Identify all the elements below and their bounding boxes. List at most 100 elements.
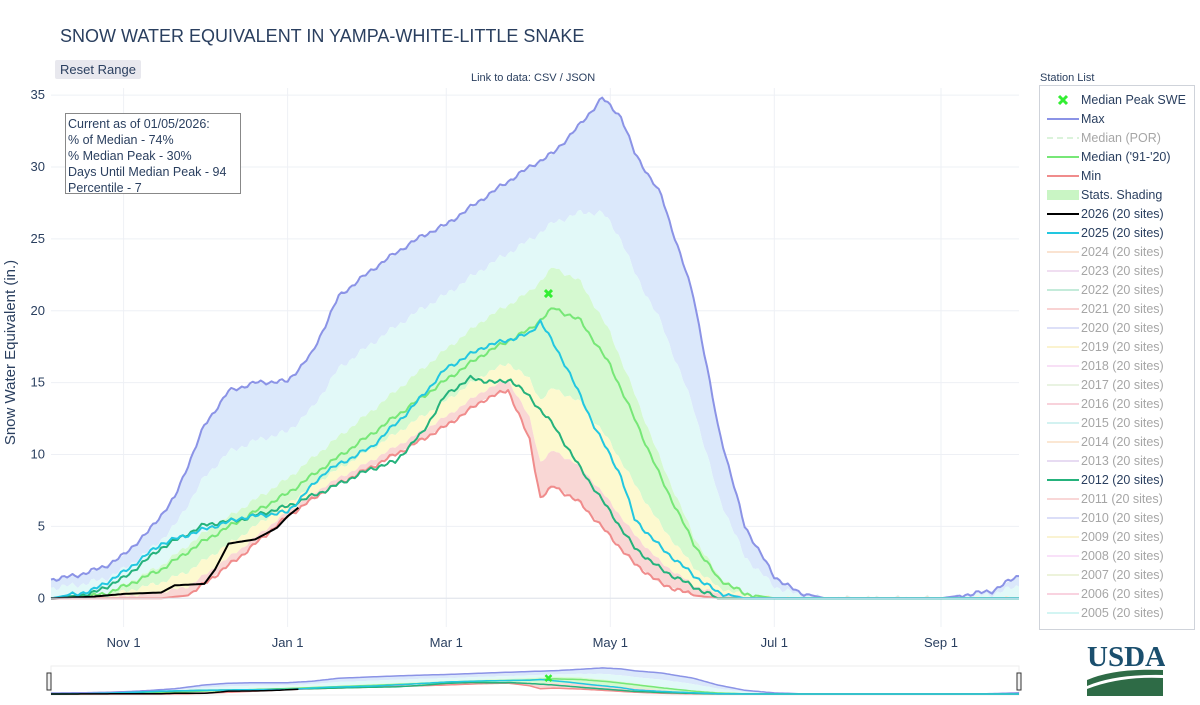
legend-swatch — [1047, 384, 1079, 386]
legend-item[interactable]: 2005 (20 sites) — [1040, 604, 1194, 623]
legend-item[interactable]: 2018 (20 sites) — [1040, 357, 1194, 376]
y-tick-label: 20 — [31, 303, 45, 318]
legend-item[interactable]: Max — [1040, 110, 1194, 129]
legend-swatch — [1047, 593, 1079, 595]
legend-swatch — [1047, 517, 1079, 519]
legend-swatch — [1057, 94, 1069, 106]
y-tick-label: 35 — [31, 87, 45, 102]
legend-swatch — [1047, 289, 1079, 291]
legend-item[interactable]: 2008 (20 sites) — [1040, 547, 1194, 566]
mini-line-current — [51, 688, 299, 695]
legend-item[interactable]: 2012 (20 sites) — [1040, 471, 1194, 490]
legend-item[interactable]: 2020 (20 sites) — [1040, 319, 1194, 338]
legend-swatch — [1047, 213, 1079, 215]
legend-item[interactable]: Median ('91-'20) — [1040, 148, 1194, 167]
legend-swatch — [1047, 137, 1079, 139]
legend-label: 2016 (20 sites) — [1081, 397, 1164, 411]
legend-item[interactable]: 2026 (20 sites) — [1040, 205, 1194, 224]
legend-item[interactable]: 2015 (20 sites) — [1040, 414, 1194, 433]
usda-logo-text: USDA — [1087, 641, 1165, 673]
reset-range-button[interactable]: Reset Range — [55, 60, 141, 79]
csv-link[interactable]: CSV — [534, 72, 557, 84]
legend-item[interactable]: 2024 (20 sites) — [1040, 243, 1194, 262]
range-handle-right[interactable] — [1016, 672, 1022, 691]
y-tick-label: 15 — [31, 375, 45, 390]
range-slider — [46, 665, 1022, 696]
y-tick-label: 10 — [31, 447, 45, 462]
legend-swatch — [1047, 365, 1079, 367]
legend-item[interactable]: 2010 (20 sites) — [1040, 509, 1194, 528]
mini-line-y2025 — [51, 678, 1019, 695]
legend-label: Max — [1081, 112, 1105, 126]
link-separator: / — [559, 72, 563, 84]
legend-item[interactable]: Median Peak SWE — [1040, 91, 1194, 110]
legend-swatch — [1047, 175, 1079, 177]
legend-swatch — [1047, 251, 1079, 253]
legend-swatch — [1047, 118, 1079, 120]
legend-item[interactable]: 2006 (20 sites) — [1040, 585, 1194, 604]
legend-item[interactable]: Median (POR) — [1040, 129, 1194, 148]
chart-title: SNOW WATER EQUIVALENT IN YAMPA-WHITE-LIT… — [60, 26, 585, 46]
legend-label: 2026 (20 sites) — [1081, 207, 1164, 221]
data-links-prefix: Link to data: — [471, 72, 531, 84]
legend-swatch — [1047, 232, 1079, 234]
legend-item[interactable]: 2016 (20 sites) — [1040, 395, 1194, 414]
legend-label: Median Peak SWE — [1081, 93, 1186, 107]
station-list-link[interactable]: Station List — [1040, 72, 1095, 84]
x-tick-label: Jan 1 — [272, 635, 304, 650]
range-handle-left[interactable] — [46, 672, 52, 691]
y-tick-label: 0 — [38, 590, 45, 605]
legend-label: 2019 (20 sites) — [1081, 340, 1164, 354]
legend-item[interactable]: 2013 (20 sites) — [1040, 452, 1194, 471]
legend-label: 2018 (20 sites) — [1081, 359, 1164, 373]
legend-swatch — [1047, 574, 1079, 576]
legend-label: 2015 (20 sites) — [1081, 416, 1164, 430]
legend-label: 2012 (20 sites) — [1081, 473, 1164, 487]
usda-logo: USDA — [1085, 640, 1166, 705]
legend-item[interactable]: 2021 (20 sites) — [1040, 300, 1194, 319]
legend-swatch — [1047, 346, 1079, 348]
legend-label: 2023 (20 sites) — [1081, 264, 1164, 278]
legend-item[interactable]: 2014 (20 sites) — [1040, 433, 1194, 452]
legend-item[interactable]: 2007 (20 sites) — [1040, 566, 1194, 585]
legend-label: Stats. Shading — [1081, 188, 1163, 202]
usda-logo-graphic: USDA — [1087, 641, 1166, 696]
legend-swatch — [1047, 422, 1079, 424]
x-tick-label: Mar 1 — [430, 635, 463, 650]
legend-item[interactable]: 2019 (20 sites) — [1040, 338, 1194, 357]
legend-label: Min — [1081, 169, 1102, 183]
legend-label: Median ('91-'20) — [1081, 150, 1171, 164]
band-p70-p30 — [51, 267, 1019, 599]
mini-peak-marker — [544, 674, 553, 682]
legend-label: 2010 (20 sites) — [1081, 511, 1164, 525]
legend-label: 2011 (20 sites) — [1081, 492, 1163, 506]
legend-swatch — [1047, 190, 1079, 200]
axes: 0 5 10 15 20 25 30 35 Nov 1 Jan 1 Mar 1 May 1 Jul 1 S… — [2, 87, 958, 650]
legend-label: 2009 (20 sites) — [1081, 530, 1164, 544]
annotation-line: Days Until Median Peak - 94 — [68, 165, 227, 179]
legend-swatch — [1047, 612, 1079, 614]
legend-item[interactable]: 2023 (20 sites) — [1040, 262, 1194, 281]
band-max-p90 — [51, 98, 1019, 599]
legend-swatch — [1047, 479, 1079, 481]
y-tick-label: 5 — [38, 518, 45, 533]
median-peak-marker — [543, 288, 554, 299]
legend-item[interactable]: 2009 (20 sites) — [1040, 528, 1194, 547]
legend-item[interactable]: Min — [1040, 167, 1194, 186]
legend-item[interactable]: 2025 (20 sites) — [1040, 224, 1194, 243]
annotation-line: Percentile - 7 — [68, 181, 142, 195]
legend-label: 2007 (20 sites) — [1081, 568, 1164, 582]
legend-swatch — [1047, 441, 1079, 443]
legend-item[interactable]: 2011 (20 sites) — [1040, 490, 1194, 509]
legend-item[interactable]: 2022 (20 sites) — [1040, 281, 1194, 300]
x-tick-label: Jul 1 — [761, 635, 788, 650]
legend-label: 2006 (20 sites) — [1081, 587, 1164, 601]
legend-item[interactable]: Stats. Shading — [1040, 186, 1194, 205]
y-tick-label: 25 — [31, 231, 45, 246]
x-tick-label: May 1 — [593, 635, 628, 650]
y-axis-label: Snow Water Equivalent (in.) — [2, 260, 19, 445]
chart-legend: Median Peak SWE Max Median (POR) Median ('9… — [1039, 85, 1195, 630]
legend-label: Median (POR) — [1081, 131, 1161, 145]
json-link[interactable]: JSON — [565, 72, 596, 84]
legend-item[interactable]: 2017 (20 sites) — [1040, 376, 1194, 395]
